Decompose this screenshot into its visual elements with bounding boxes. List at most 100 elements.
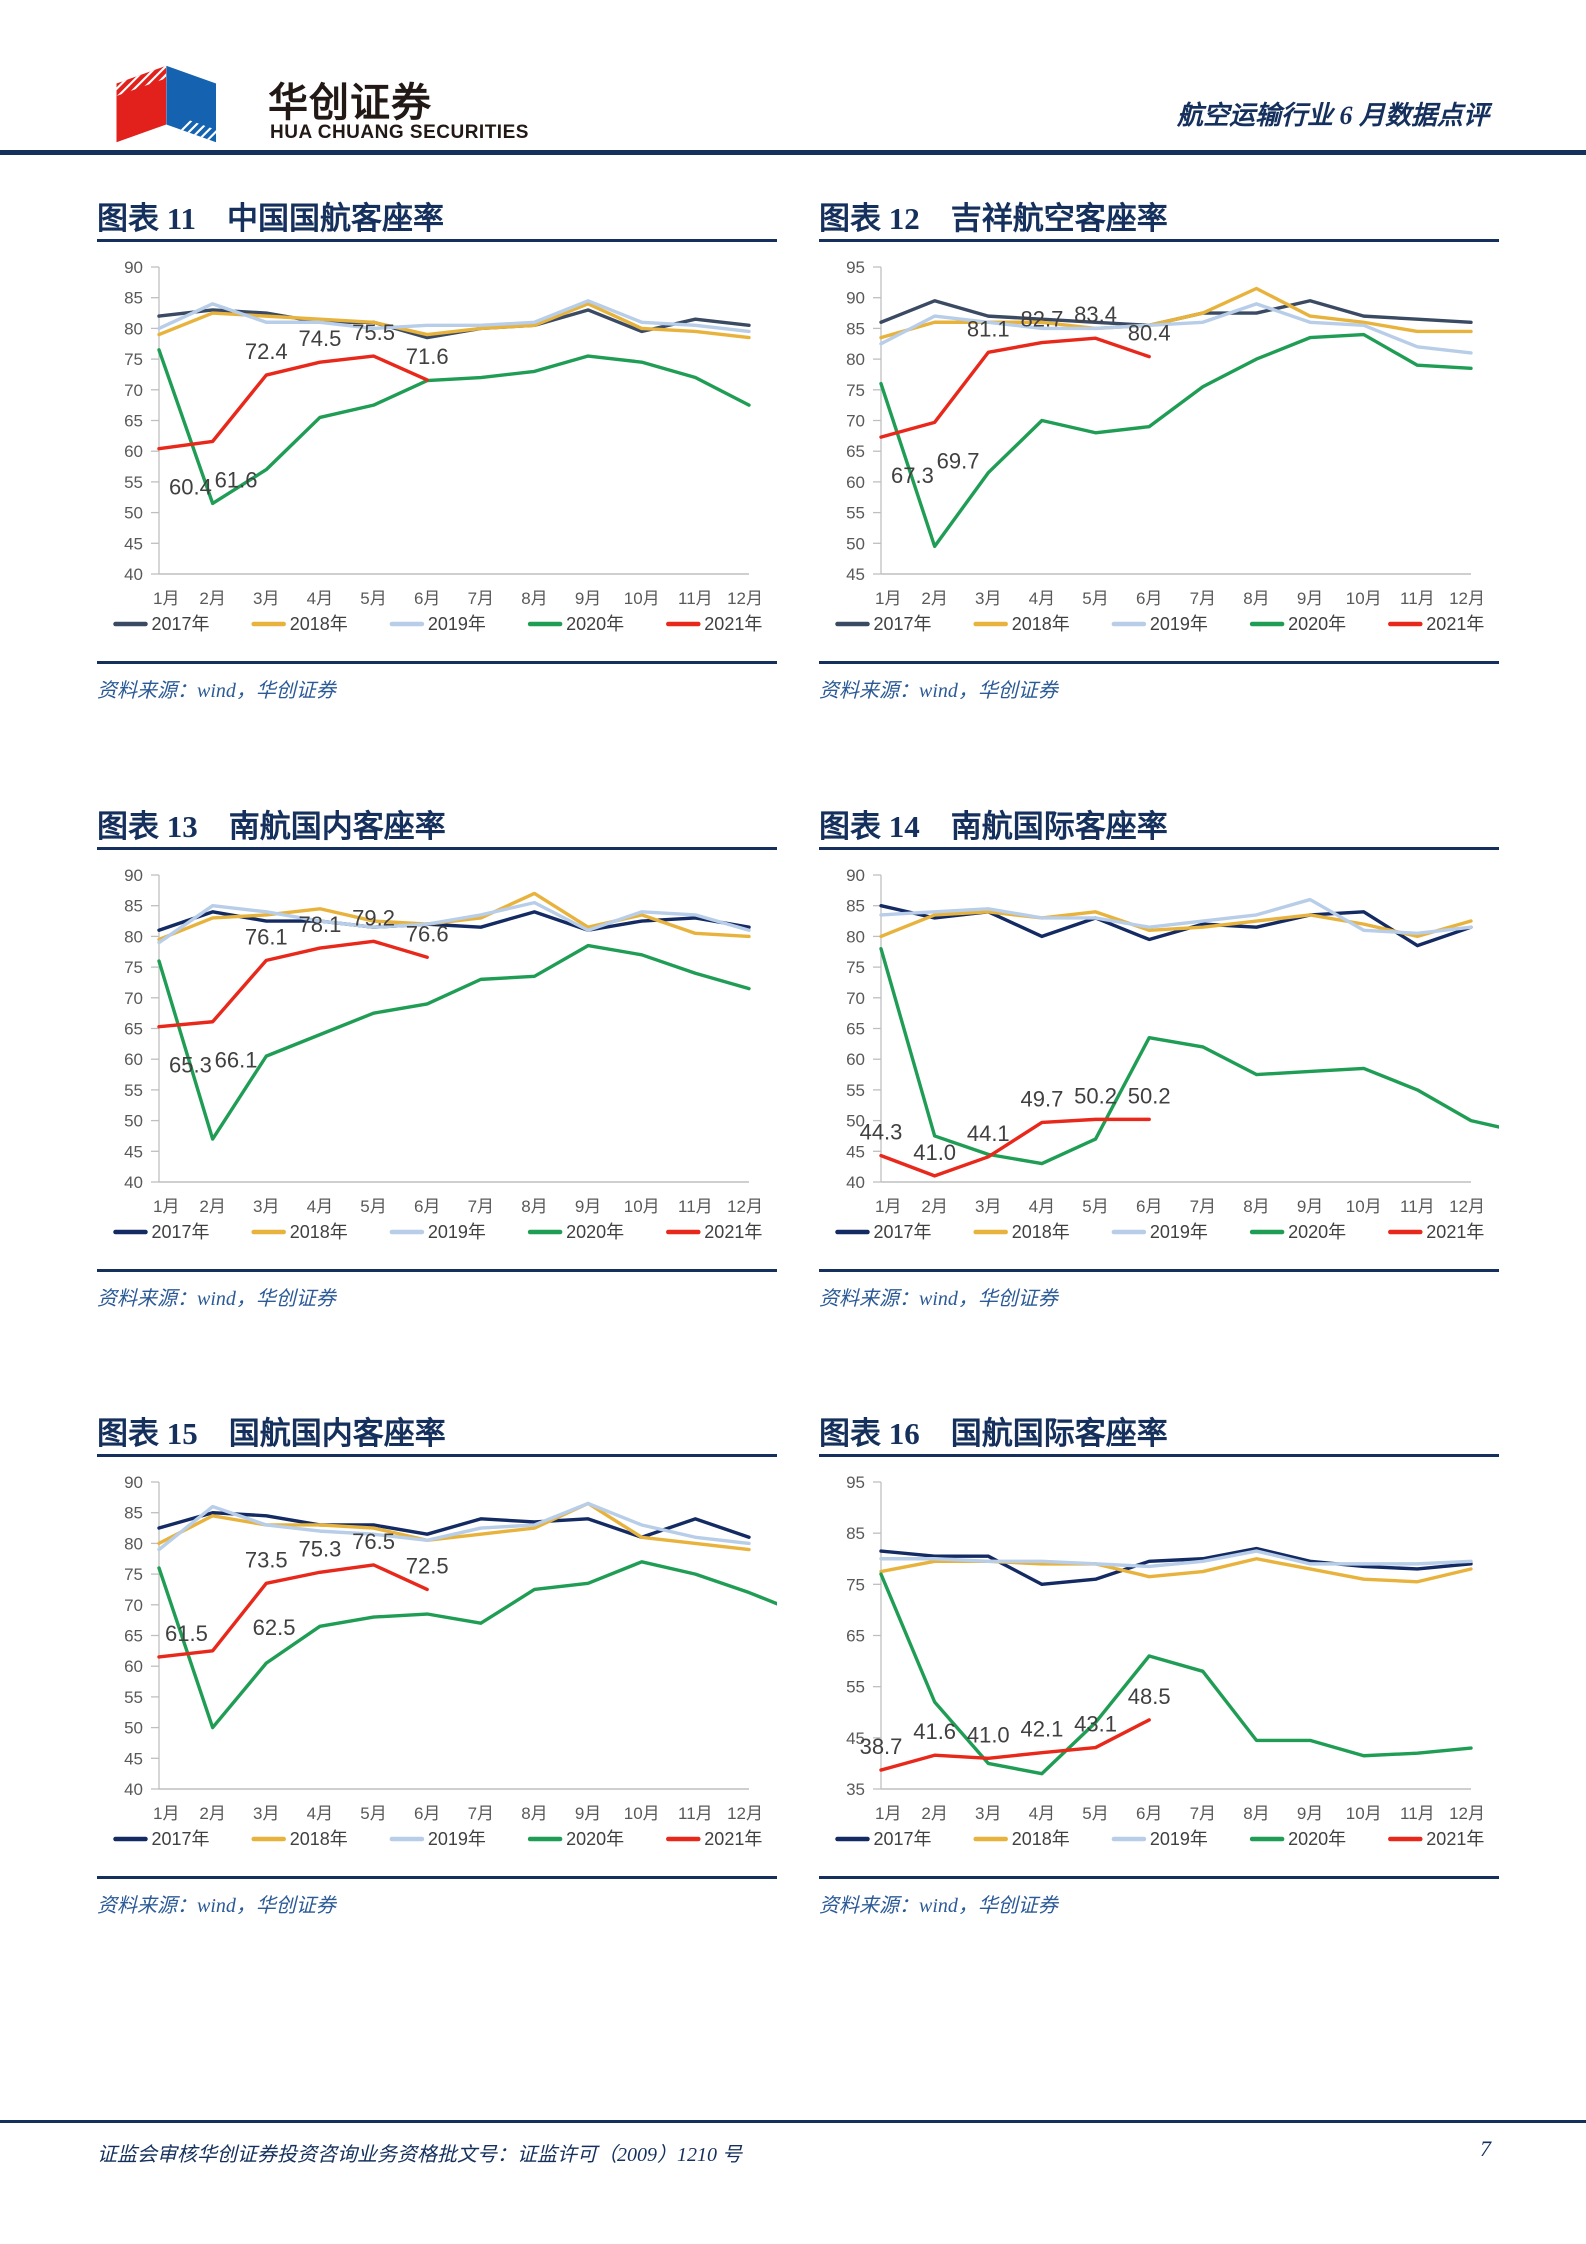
svg-text:60: 60 xyxy=(124,1050,143,1069)
svg-text:95: 95 xyxy=(846,258,865,277)
svg-text:12月: 12月 xyxy=(1449,589,1485,608)
svg-text:2月: 2月 xyxy=(921,589,947,608)
svg-text:9月: 9月 xyxy=(575,1804,601,1823)
svg-text:10月: 10月 xyxy=(1346,589,1382,608)
svg-text:85: 85 xyxy=(846,897,865,916)
svg-text:11月: 11月 xyxy=(1400,589,1435,608)
svg-text:2019年: 2019年 xyxy=(428,1222,486,1242)
svg-text:75.3: 75.3 xyxy=(298,1536,341,1561)
svg-text:2019年: 2019年 xyxy=(428,614,486,634)
svg-text:1月: 1月 xyxy=(875,1197,901,1216)
svg-text:3月: 3月 xyxy=(253,1804,279,1823)
svg-text:83.4: 83.4 xyxy=(1074,302,1117,327)
svg-text:9月: 9月 xyxy=(575,589,601,608)
svg-text:80: 80 xyxy=(124,319,143,338)
svg-text:75: 75 xyxy=(846,958,865,977)
svg-text:2018年: 2018年 xyxy=(290,614,348,634)
svg-text:38.7: 38.7 xyxy=(860,1734,903,1759)
svg-text:81.1: 81.1 xyxy=(967,316,1010,341)
svg-text:11月: 11月 xyxy=(678,1197,713,1216)
svg-text:5月: 5月 xyxy=(1082,589,1108,608)
svg-text:75: 75 xyxy=(124,1565,143,1584)
svg-text:66.1: 66.1 xyxy=(215,1048,258,1073)
svg-text:3月: 3月 xyxy=(253,589,279,608)
svg-text:10月: 10月 xyxy=(1346,1804,1382,1823)
svg-text:55: 55 xyxy=(124,473,143,492)
svg-text:2020年: 2020年 xyxy=(1288,1222,1346,1242)
svg-text:60: 60 xyxy=(846,1050,865,1069)
svg-text:12月: 12月 xyxy=(1449,1197,1485,1216)
svg-text:2018年: 2018年 xyxy=(1012,1222,1070,1242)
svg-text:71.6: 71.6 xyxy=(406,344,449,369)
svg-text:60: 60 xyxy=(846,473,865,492)
svg-text:61.5: 61.5 xyxy=(165,1621,208,1646)
svg-text:78.1: 78.1 xyxy=(298,912,341,937)
svg-text:2017年: 2017年 xyxy=(152,1829,210,1849)
svg-text:2019年: 2019年 xyxy=(1150,1222,1208,1242)
svg-text:2019年: 2019年 xyxy=(428,1829,486,1849)
svg-text:80: 80 xyxy=(846,350,865,369)
svg-text:75: 75 xyxy=(124,350,143,369)
svg-text:80.4: 80.4 xyxy=(1128,321,1171,346)
svg-text:7月: 7月 xyxy=(1190,1804,1216,1823)
svg-text:5月: 5月 xyxy=(360,1197,386,1216)
svg-text:85: 85 xyxy=(846,319,865,338)
svg-text:2020年: 2020年 xyxy=(566,1222,624,1242)
svg-text:49.7: 49.7 xyxy=(1020,1086,1063,1111)
svg-text:8月: 8月 xyxy=(521,1804,547,1823)
svg-text:2月: 2月 xyxy=(199,589,225,608)
svg-text:8月: 8月 xyxy=(1243,1804,1269,1823)
svg-text:60: 60 xyxy=(124,1657,143,1676)
svg-text:12月: 12月 xyxy=(727,589,763,608)
svg-text:10月: 10月 xyxy=(1346,1197,1382,1216)
svg-text:50: 50 xyxy=(124,504,143,523)
svg-text:80: 80 xyxy=(124,927,143,946)
svg-text:67.3: 67.3 xyxy=(891,463,934,488)
svg-text:40: 40 xyxy=(124,1780,143,1799)
svg-text:41.6: 41.6 xyxy=(913,1719,956,1744)
svg-text:76.5: 76.5 xyxy=(352,1529,395,1554)
svg-text:55: 55 xyxy=(846,1678,865,1697)
svg-text:1月: 1月 xyxy=(875,589,901,608)
svg-text:4月: 4月 xyxy=(1029,1197,1055,1216)
svg-text:1月: 1月 xyxy=(153,1804,179,1823)
svg-text:76.6: 76.6 xyxy=(406,921,449,946)
svg-text:8月: 8月 xyxy=(521,589,547,608)
svg-text:65: 65 xyxy=(846,442,865,461)
svg-text:2019年: 2019年 xyxy=(1150,614,1208,634)
svg-text:85: 85 xyxy=(124,897,143,916)
svg-text:4月: 4月 xyxy=(1029,589,1055,608)
svg-text:10月: 10月 xyxy=(624,1804,660,1823)
svg-text:4月: 4月 xyxy=(307,1804,333,1823)
svg-text:90: 90 xyxy=(846,866,865,885)
svg-text:3月: 3月 xyxy=(975,589,1001,608)
svg-text:61.6: 61.6 xyxy=(215,467,258,492)
svg-text:2017年: 2017年 xyxy=(152,614,210,634)
svg-text:2021年: 2021年 xyxy=(1426,1222,1484,1242)
svg-text:8月: 8月 xyxy=(1243,1197,1269,1216)
svg-text:9月: 9月 xyxy=(1297,589,1323,608)
svg-text:2021年: 2021年 xyxy=(704,1829,762,1849)
svg-text:44.3: 44.3 xyxy=(860,1120,903,1145)
svg-text:95: 95 xyxy=(846,1473,865,1492)
svg-text:2018年: 2018年 xyxy=(290,1829,348,1849)
svg-text:10月: 10月 xyxy=(624,1197,660,1216)
svg-text:2017年: 2017年 xyxy=(874,1222,932,1242)
svg-text:70: 70 xyxy=(124,381,143,400)
svg-text:65.3: 65.3 xyxy=(169,1053,212,1078)
svg-text:2月: 2月 xyxy=(921,1804,947,1823)
svg-text:35: 35 xyxy=(846,1780,865,1799)
svg-text:85: 85 xyxy=(124,1504,143,1523)
svg-text:70: 70 xyxy=(846,412,865,431)
svg-text:2020年: 2020年 xyxy=(1288,614,1346,634)
svg-text:44.1: 44.1 xyxy=(967,1121,1010,1146)
svg-text:2018年: 2018年 xyxy=(1012,1829,1070,1849)
svg-text:12月: 12月 xyxy=(727,1804,763,1823)
svg-text:75: 75 xyxy=(124,958,143,977)
svg-text:82.7: 82.7 xyxy=(1020,307,1063,332)
svg-text:5月: 5月 xyxy=(360,589,386,608)
svg-text:8月: 8月 xyxy=(1243,589,1269,608)
svg-text:70: 70 xyxy=(846,989,865,1008)
svg-text:65: 65 xyxy=(846,1020,865,1039)
svg-text:60.4: 60.4 xyxy=(169,475,212,500)
